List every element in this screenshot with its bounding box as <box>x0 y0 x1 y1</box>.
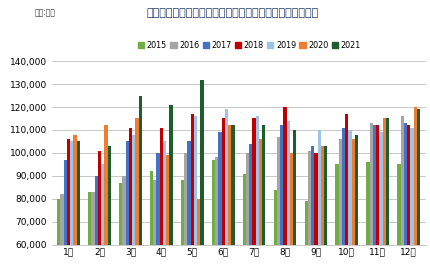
Bar <box>225 109 228 278</box>
Bar <box>339 139 342 278</box>
Bar <box>345 114 348 278</box>
Bar <box>67 139 70 278</box>
Bar <box>287 121 290 278</box>
Bar <box>404 123 407 278</box>
Bar <box>212 160 215 278</box>
Bar <box>95 176 98 278</box>
Bar <box>259 139 262 278</box>
Bar <box>256 116 259 278</box>
Bar <box>150 171 153 278</box>
Bar <box>190 114 194 278</box>
Bar <box>104 125 108 278</box>
Bar <box>138 96 142 278</box>
Bar <box>311 146 314 278</box>
Bar <box>135 118 138 278</box>
Bar <box>342 128 345 278</box>
Bar <box>187 142 190 278</box>
Bar <box>184 153 187 278</box>
Bar <box>314 153 318 278</box>
Bar <box>262 125 265 278</box>
Bar <box>200 80 204 278</box>
Bar <box>304 201 308 278</box>
Bar <box>231 125 234 278</box>
Bar <box>181 180 184 278</box>
Bar <box>194 116 197 278</box>
Bar <box>70 142 74 278</box>
Bar <box>414 107 417 278</box>
Bar <box>401 116 404 278</box>
Bar <box>379 132 383 278</box>
Bar <box>218 132 221 278</box>
Bar <box>160 128 163 278</box>
Bar <box>308 151 311 278</box>
Bar <box>246 153 249 278</box>
Bar <box>318 130 321 278</box>
Bar <box>321 146 324 278</box>
Bar <box>370 123 373 278</box>
Bar <box>273 190 277 278</box>
Legend: 2015, 2016, 2017, 2018, 2019, 2020, 2021: 2015, 2016, 2017, 2018, 2019, 2020, 2021 <box>135 37 364 53</box>
Bar <box>243 173 246 278</box>
Bar <box>293 130 296 278</box>
Bar <box>386 118 389 278</box>
Text: 米国産牛肉（バラエティミート含む）の月別輸出量の推移: 米国産牛肉（バラエティミート含む）の月別輸出量の推移 <box>146 8 318 18</box>
Bar <box>407 125 410 278</box>
Bar <box>108 146 111 278</box>
Bar <box>335 164 339 278</box>
Bar <box>169 105 173 278</box>
Bar <box>92 192 95 278</box>
Bar <box>324 146 327 278</box>
Bar <box>221 118 225 278</box>
Bar <box>61 194 64 278</box>
Bar <box>64 160 67 278</box>
Bar <box>249 144 252 278</box>
Bar <box>373 125 376 278</box>
Bar <box>228 125 231 278</box>
Bar <box>280 125 283 278</box>
Bar <box>126 142 129 278</box>
Bar <box>129 128 132 278</box>
Bar <box>348 130 352 278</box>
Bar <box>283 107 287 278</box>
Bar <box>166 155 169 278</box>
Bar <box>88 192 92 278</box>
Bar <box>74 135 77 278</box>
Bar <box>277 137 280 278</box>
Bar <box>397 164 401 278</box>
Bar <box>119 183 122 278</box>
Bar <box>376 125 379 278</box>
Bar <box>163 142 166 278</box>
Bar <box>57 199 61 278</box>
Bar <box>252 118 256 278</box>
Bar <box>366 162 370 278</box>
Bar <box>132 135 135 278</box>
Bar <box>383 118 386 278</box>
Bar <box>410 128 414 278</box>
Bar <box>157 153 160 278</box>
Bar <box>215 157 218 278</box>
Bar <box>197 199 200 278</box>
Bar <box>417 109 420 278</box>
Bar <box>98 151 101 278</box>
Bar <box>153 180 157 278</box>
Bar <box>122 176 126 278</box>
Bar <box>77 142 80 278</box>
Text: 単位:トン: 単位:トン <box>34 8 55 17</box>
Bar <box>101 164 104 278</box>
Bar <box>290 153 293 278</box>
Bar <box>355 135 358 278</box>
Bar <box>352 139 355 278</box>
